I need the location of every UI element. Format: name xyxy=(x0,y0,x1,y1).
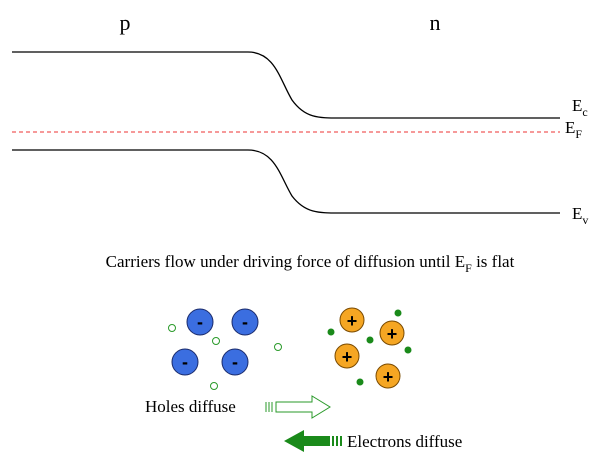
electrons xyxy=(171,308,259,376)
holes-arrow xyxy=(265,395,331,419)
ion-sign: + xyxy=(342,347,353,367)
ef-label: EF xyxy=(565,118,582,141)
ec-label: Ec xyxy=(572,96,588,119)
holes-text: Holes diffuse xyxy=(145,397,236,416)
caption: Carriers flow under driving force of dif… xyxy=(106,252,515,275)
ion-sign: + xyxy=(347,311,358,331)
p-label: p xyxy=(120,10,131,35)
free-electrons xyxy=(327,309,412,386)
valence-band xyxy=(12,149,560,214)
electron-sign: - xyxy=(242,312,248,332)
electrons-arrow xyxy=(284,430,342,452)
ion-sign: + xyxy=(383,367,394,387)
electron-sign: - xyxy=(232,352,238,372)
holes xyxy=(168,324,282,390)
ions xyxy=(334,307,405,389)
ion-sign: + xyxy=(387,324,398,344)
ev-label: Ev xyxy=(572,204,588,227)
conduction-band xyxy=(12,51,560,119)
electron-sign: - xyxy=(182,352,188,372)
electrons-text: Electrons diffuse xyxy=(347,432,462,451)
n-label: n xyxy=(430,10,441,35)
electron-sign: - xyxy=(197,312,203,332)
